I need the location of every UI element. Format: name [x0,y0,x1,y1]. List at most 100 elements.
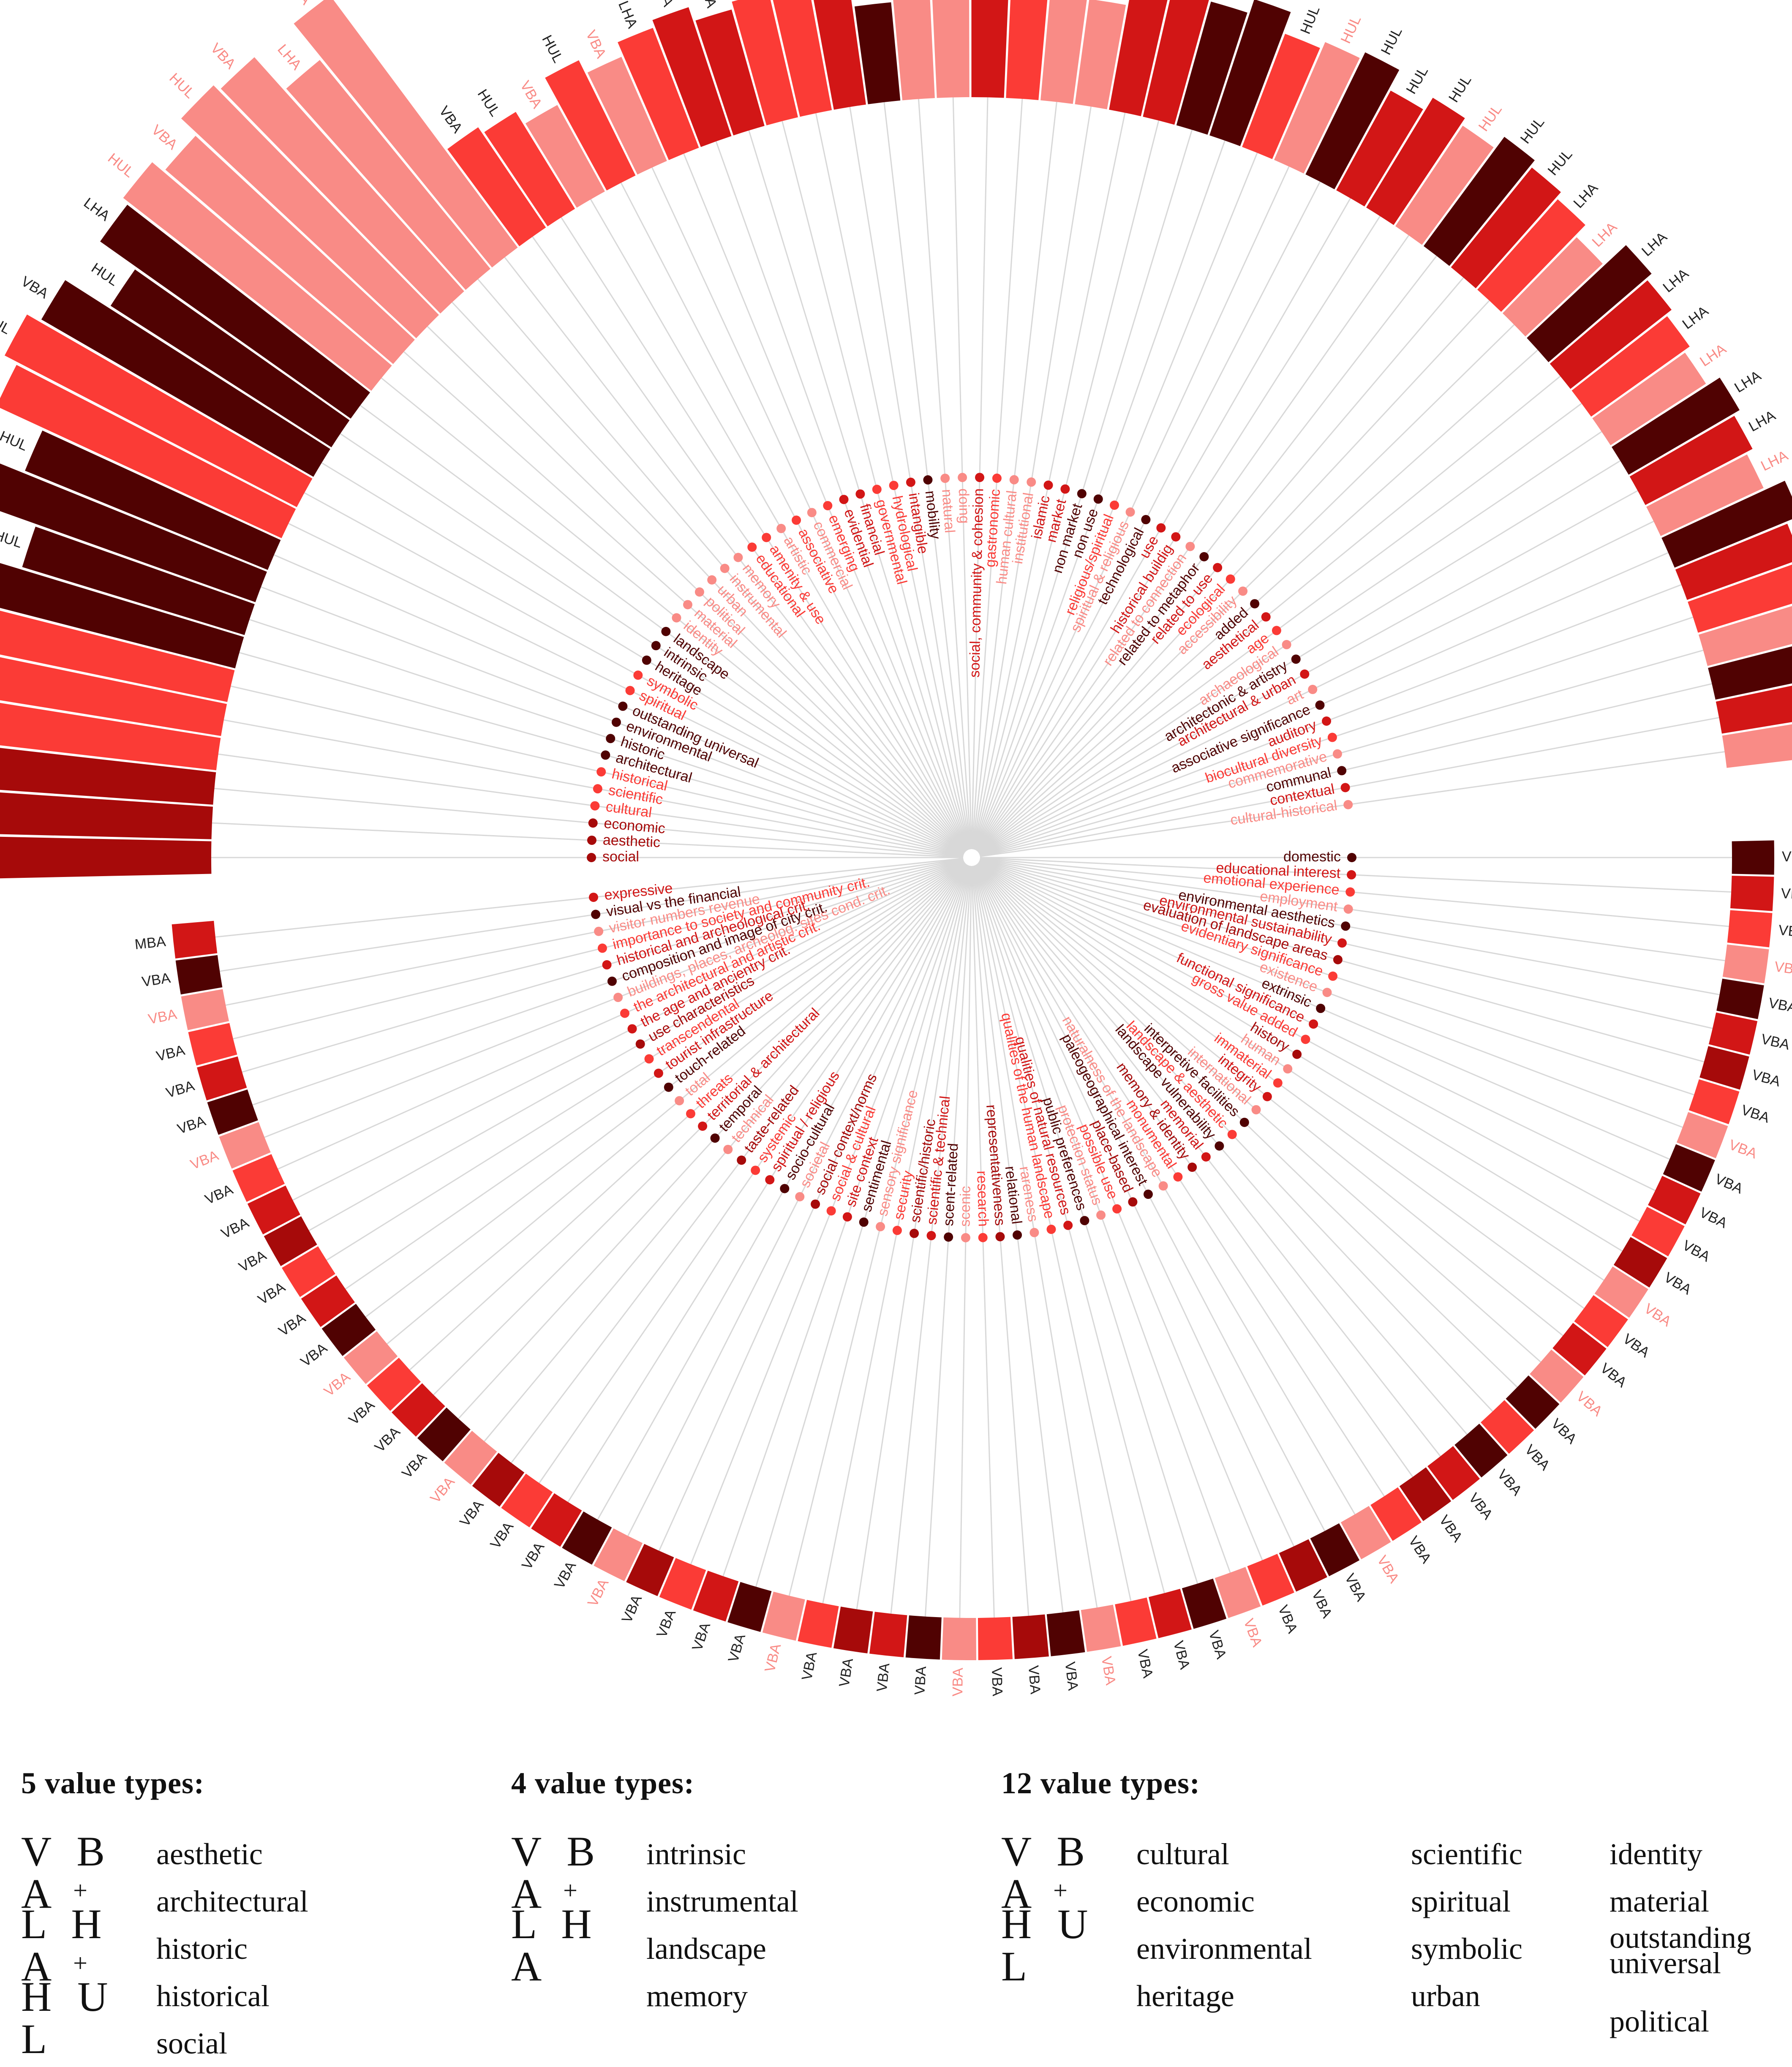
term-dot [601,750,610,760]
bar-code-label: LHA [1679,303,1711,332]
term-dot [792,515,801,525]
term-dot [995,1232,1005,1242]
bar-code-label: LHA [1660,265,1692,295]
bar-code-label: HUL [539,33,566,65]
legend-code: L H A [21,1901,109,1990]
value-bar [1646,454,1764,536]
term-dot [1345,887,1355,897]
value-bar [1675,523,1792,600]
term-dot [842,1212,852,1222]
bar-code-label: VBA [155,1042,186,1065]
value-bar [188,1023,237,1066]
bar-code-label: VBA [1713,1171,1746,1197]
value-bar [181,989,229,1030]
value-bar [0,463,267,602]
bar-code-label: VBA [1494,1466,1525,1499]
term-dot [1250,599,1260,609]
legend-four-title: 4 value types: [511,1766,694,1800]
legend-value: environmental [1136,1932,1312,1966]
value-bar [392,1383,445,1437]
term-dot [906,477,915,487]
term-dot [1301,1035,1310,1044]
value-bar [1506,1375,1560,1429]
value-bar [1594,1266,1648,1318]
value-bar [1215,1567,1261,1618]
value-bar [1143,0,1209,125]
value-bar [1075,0,1126,109]
term-dot [1328,971,1338,981]
value-bar [1115,1597,1157,1646]
term-dot [1316,1004,1326,1013]
bar-code-label: HUL [0,310,13,338]
bar-code-label: HUL [1446,72,1475,105]
term-dot [1337,766,1347,776]
value-bar [1663,1144,1715,1192]
value-bar [1648,1176,1701,1225]
term-dot [710,1133,720,1143]
term-dot [958,473,967,482]
term-dot [1128,1197,1138,1207]
value-bar [562,1511,612,1565]
bar-code-label: VBA [950,1667,966,1697]
term-label: social [602,849,639,865]
term-dot [910,1228,919,1238]
bar-code-label: VBA [1781,885,1792,903]
term-dot [747,542,757,552]
value-bar [1730,876,1774,911]
value-bar [1046,1610,1085,1656]
term-label: scenic [957,1186,974,1227]
term-dot [694,587,704,597]
bar-code-label: VBA [321,1369,354,1400]
legend-value: heritage [1136,1979,1234,2013]
value-bar [693,1571,739,1622]
legend-value: identity [1610,1837,1702,1871]
legend-value: instrumental [646,1885,798,1918]
bar-code-label: VBA [1750,1067,1782,1090]
legend-value: aesthetic [156,1837,263,1871]
bar-code-label: VBA [147,1006,178,1028]
bar-code-label: VBA [164,1078,196,1101]
value-bar [1629,416,1753,505]
term-dot [795,1192,805,1201]
bar-code-label: VBA [1782,849,1792,865]
value-bar [1477,199,1585,312]
bar-code-label: VBA [651,0,676,9]
value-bar [1182,1578,1227,1629]
term-dot [1171,532,1181,542]
value-bar [1612,377,1740,475]
bar-code-label: VBA [1465,1490,1496,1522]
bar-code-label: LHA [1697,341,1729,370]
value-bar [1727,910,1773,948]
term-dot [1343,904,1353,914]
term-label: domestic [1283,849,1341,865]
value-bar [1722,724,1792,768]
value-bar [1716,686,1792,734]
legend-four: 4 value types: V B A + L H A intrinsic i… [511,1766,798,2020]
term-dot [664,1082,673,1092]
bar-code-label: VBA [346,1397,378,1428]
term-dot [654,1068,663,1078]
bar-code-label: LHA [1758,447,1790,474]
value-bar [978,1617,1013,1660]
term-dot [1272,626,1281,635]
term-dot [1156,523,1166,533]
value-bar [1716,978,1764,1019]
value-bar [626,1544,674,1596]
value-bar [727,1582,772,1632]
bar-code-label: HUL [1297,4,1323,36]
legend-value: historic [156,1932,248,1966]
value-bar [25,430,281,570]
term-dot [590,801,600,811]
value-bar [0,657,227,736]
bar-code-label: VBA [487,1519,517,1552]
value-bar [172,920,218,959]
legend-value: landscape [646,1932,766,1966]
value-bar [1148,1589,1192,1638]
term-dot [1238,586,1248,596]
term-dot [751,1166,760,1175]
term-label: aesthetic [602,832,661,850]
value-bar [321,1304,376,1356]
value-bar [207,1089,258,1135]
term-dot [1060,484,1070,494]
term-dot [811,1199,820,1209]
